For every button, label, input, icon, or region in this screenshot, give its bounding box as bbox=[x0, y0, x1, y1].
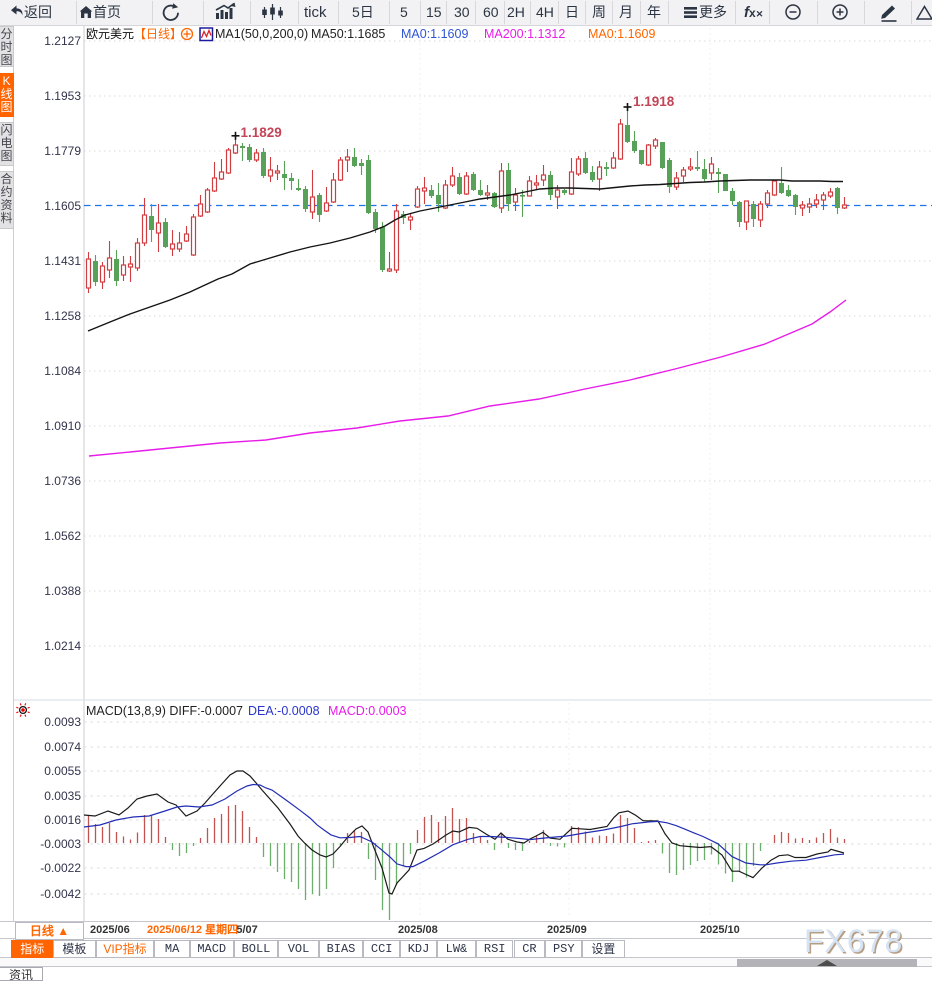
svg-text:1.1605: 1.1605 bbox=[44, 199, 81, 213]
svg-text:MA200:1.1312: MA200:1.1312 bbox=[484, 27, 565, 41]
svg-text:1.0736: 1.0736 bbox=[44, 474, 81, 488]
svg-text:0.0035: 0.0035 bbox=[44, 789, 81, 803]
svg-text:1.1084: 1.1084 bbox=[44, 364, 81, 378]
svg-text:-0.0042: -0.0042 bbox=[40, 887, 81, 901]
svg-text:1.1953: 1.1953 bbox=[44, 89, 81, 103]
svg-text:-0.0003: -0.0003 bbox=[40, 837, 81, 851]
svg-text:1.0562: 1.0562 bbox=[44, 529, 81, 543]
svg-text:MACD(13,8,9) DIFF:-0.0007: MACD(13,8,9) DIFF:-0.0007 bbox=[86, 704, 243, 718]
svg-text:MA0:1.1609: MA0:1.1609 bbox=[401, 27, 468, 41]
svg-text:1.0910: 1.0910 bbox=[44, 419, 81, 433]
svg-text:MA0:1.1609: MA0:1.1609 bbox=[588, 27, 655, 41]
svg-text:0.0055: 0.0055 bbox=[44, 764, 81, 778]
svg-text:欧元美元【日线】: 欧元美元【日线】 bbox=[86, 27, 182, 41]
svg-text:1.1779: 1.1779 bbox=[44, 144, 81, 158]
svg-text:MA1(50,0,200,0): MA1(50,0,200,0) bbox=[215, 27, 308, 41]
svg-text:-0.0022: -0.0022 bbox=[40, 861, 81, 875]
svg-text:1.0388: 1.0388 bbox=[44, 584, 81, 598]
svg-text:1.2127: 1.2127 bbox=[44, 34, 81, 48]
svg-text:0.0016: 0.0016 bbox=[44, 813, 81, 827]
svg-text:0.0093: 0.0093 bbox=[44, 715, 81, 729]
svg-text:MACD:0.0003: MACD:0.0003 bbox=[328, 704, 407, 718]
svg-text:DEA:-0.0008: DEA:-0.0008 bbox=[248, 704, 320, 718]
svg-text:0.0074: 0.0074 bbox=[44, 740, 81, 754]
svg-text:1.1829: 1.1829 bbox=[241, 125, 282, 140]
svg-text:1.1431: 1.1431 bbox=[44, 254, 81, 268]
svg-text:1.1918: 1.1918 bbox=[633, 94, 675, 109]
svg-text:MA50:1.1685: MA50:1.1685 bbox=[311, 27, 385, 41]
svg-text:1.0214: 1.0214 bbox=[44, 639, 81, 653]
svg-text:1.1258: 1.1258 bbox=[44, 309, 81, 323]
